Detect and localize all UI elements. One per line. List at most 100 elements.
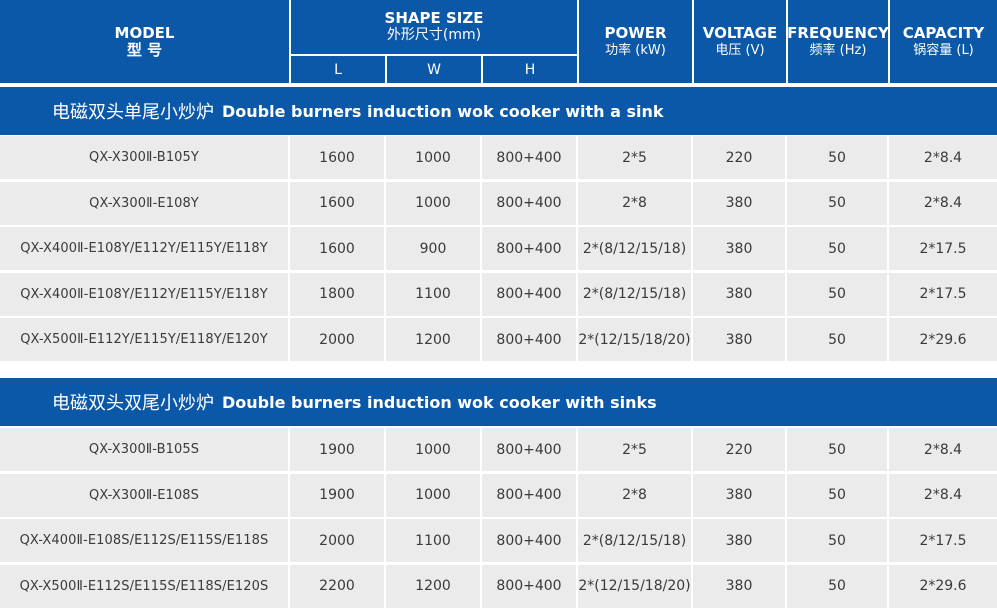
- table-row: QX-X300Ⅱ-E108S 1900 1000 800+400 2*8 380 50 2*8…: [0, 473, 997, 519]
- section-2-title-en: Double burners induction wok cooker with…: [222, 392, 657, 412]
- section-1-title-en: Double burners induction wok cooker with…: [222, 101, 664, 121]
- header-voltage: VOLTAGE 电压 (V): [692, 0, 786, 83]
- table-row: QX-X400Ⅱ-E108Y/E112Y/E115Y/E118Y 1800 1100…: [0, 272, 997, 318]
- cell-h: 800+400: [482, 318, 576, 361]
- cell-l: 1800: [290, 272, 384, 316]
- cell-capacity: 2*8.4: [889, 428, 997, 471]
- cell-frequency: 50: [787, 473, 887, 517]
- cell-model: QX-X300Ⅱ-E108S: [0, 473, 288, 517]
- cell-l: 2000: [290, 519, 384, 562]
- header-shape-size: SHAPE SIZE 外形尺寸(mm): [289, 0, 577, 54]
- cell-w: 1200: [386, 564, 480, 608]
- table-row: QX-X400Ⅱ-E108S/E112S/E115S/E118S 2000 1100…: [0, 519, 997, 564]
- header-voltage-en: VOLTAGE: [702, 23, 778, 42]
- header-capacity-en: CAPACITY: [902, 23, 985, 42]
- cell-frequency: 50: [787, 181, 887, 225]
- cell-l: 1600: [290, 136, 384, 179]
- cell-power: 2*(8/12/15/18): [578, 272, 691, 316]
- cell-voltage: 380: [693, 318, 785, 361]
- cell-l: 1900: [290, 473, 384, 517]
- section-2-title-cn: 电磁双头双尾小炒炉: [52, 393, 214, 414]
- table-row: QX-X300Ⅱ-E108Y 1600 1000 800+400 2*8 380 50 2*8…: [0, 181, 997, 227]
- cell-l: 2000: [290, 318, 384, 361]
- cell-power: 2*(8/12/15/18): [578, 519, 691, 562]
- table-row: QX-X300Ⅱ-B105Y 1600 1000 800+400 2*5 220 50 2*8…: [0, 136, 997, 181]
- cell-h: 800+400: [482, 519, 576, 562]
- cell-model: QX-X400Ⅱ-E108Y/E112Y/E115Y/E118Y: [0, 272, 288, 316]
- cell-power: 2*(8/12/15/18): [578, 227, 691, 270]
- cell-w: 1100: [386, 519, 480, 562]
- cell-voltage: 220: [693, 136, 785, 179]
- header-l: L: [289, 56, 385, 83]
- table-row: QX-X500Ⅱ-E112S/E115S/E118S/E120S 2200 1200…: [0, 564, 997, 610]
- cell-frequency: 50: [787, 227, 887, 270]
- cell-h: 800+400: [482, 181, 576, 225]
- header-power-en: POWER: [604, 23, 667, 42]
- cell-power: 2*5: [578, 136, 691, 179]
- header-model-en: MODEL: [114, 23, 175, 42]
- table-row: QX-X300Ⅱ-B105S 1900 1000 800+400 2*5 220 50 2*8…: [0, 428, 997, 473]
- cell-h: 800+400: [482, 473, 576, 517]
- header-divider: [289, 54, 577, 56]
- cell-power: 2*8: [578, 473, 691, 517]
- cell-capacity: 2*29.6: [889, 564, 997, 608]
- cell-w: 900: [386, 227, 480, 270]
- cell-voltage: 380: [693, 473, 785, 517]
- cell-voltage: 380: [693, 181, 785, 225]
- header-voltage-cn: 电压 (V): [715, 42, 765, 58]
- cell-h: 800+400: [482, 227, 576, 270]
- header-model-cn: 型 号: [126, 40, 163, 59]
- header-shape-cn: 外形尺寸(mm): [386, 27, 482, 43]
- cell-h: 800+400: [482, 428, 576, 471]
- section-2-title: 电磁双头双尾小炒炉 Double burners induction wok c…: [0, 378, 997, 426]
- cell-l: 1600: [290, 181, 384, 225]
- cell-power: 2*(12/15/18/20): [578, 318, 691, 361]
- cell-model: QX-X400Ⅱ-E108Y/E112Y/E115Y/E118Y: [0, 227, 288, 270]
- cell-model: QX-X400Ⅱ-E108S/E112S/E115S/E118S: [0, 519, 288, 562]
- header-model: MODEL 型 号: [0, 0, 289, 83]
- cell-voltage: 380: [693, 564, 785, 608]
- cell-capacity: 2*17.5: [889, 272, 997, 316]
- cell-frequency: 50: [787, 428, 887, 471]
- section-1-title-cn: 电磁双头单尾小炒炉: [52, 102, 214, 123]
- cell-model: QX-X500Ⅱ-E112Y/E115Y/E118Y/E120Y: [0, 318, 288, 361]
- cell-l: 1600: [290, 227, 384, 270]
- cell-w: 1200: [386, 318, 480, 361]
- table-row: QX-X500Ⅱ-E112Y/E115Y/E118Y/E120Y 2000 1200…: [0, 318, 997, 363]
- header-frequency: FREQUENCY 频率 (Hz): [786, 0, 889, 83]
- header-capacity-cn: 锅容量 (L): [913, 42, 974, 58]
- cell-h: 800+400: [482, 272, 576, 316]
- cell-voltage: 380: [693, 227, 785, 270]
- cell-capacity: 2*17.5: [889, 519, 997, 562]
- cell-l: 1900: [290, 428, 384, 471]
- header-power-cn: 功率 (kW): [605, 42, 666, 58]
- cell-frequency: 50: [787, 318, 887, 361]
- header-h: H: [481, 56, 577, 83]
- cell-l: 2200: [290, 564, 384, 608]
- cell-frequency: 50: [787, 564, 887, 608]
- cell-voltage: 380: [693, 272, 785, 316]
- header-w: W: [385, 56, 481, 83]
- header-frequency-cn: 频率 (Hz): [809, 42, 867, 58]
- header-power: POWER 功率 (kW): [577, 0, 692, 83]
- cell-voltage: 220: [693, 428, 785, 471]
- cell-frequency: 50: [787, 272, 887, 316]
- cell-model: QX-X300Ⅱ-E108Y: [0, 181, 288, 225]
- cell-capacity: 2*17.5: [889, 227, 997, 270]
- header-frequency-en: FREQUENCY: [787, 23, 889, 42]
- header-capacity: CAPACITY 锅容量 (L): [888, 0, 997, 83]
- cell-w: 1000: [386, 428, 480, 471]
- cell-power: 2*(12/15/18/20): [578, 564, 691, 608]
- cell-w: 1000: [386, 473, 480, 517]
- cell-power: 2*8: [578, 181, 691, 225]
- cell-w: 1000: [386, 136, 480, 179]
- cell-capacity: 2*29.6: [889, 318, 997, 361]
- table-row: QX-X400Ⅱ-E108Y/E112Y/E115Y/E118Y 1600 900 8…: [0, 227, 997, 272]
- cell-h: 800+400: [482, 564, 576, 608]
- cell-w: 1000: [386, 181, 480, 225]
- cell-model: QX-X300Ⅱ-B105Y: [0, 136, 288, 179]
- cell-frequency: 50: [787, 519, 887, 562]
- cell-model: QX-X300Ⅱ-B105S: [0, 428, 288, 471]
- cell-capacity: 2*8.4: [889, 473, 997, 517]
- cell-voltage: 380: [693, 519, 785, 562]
